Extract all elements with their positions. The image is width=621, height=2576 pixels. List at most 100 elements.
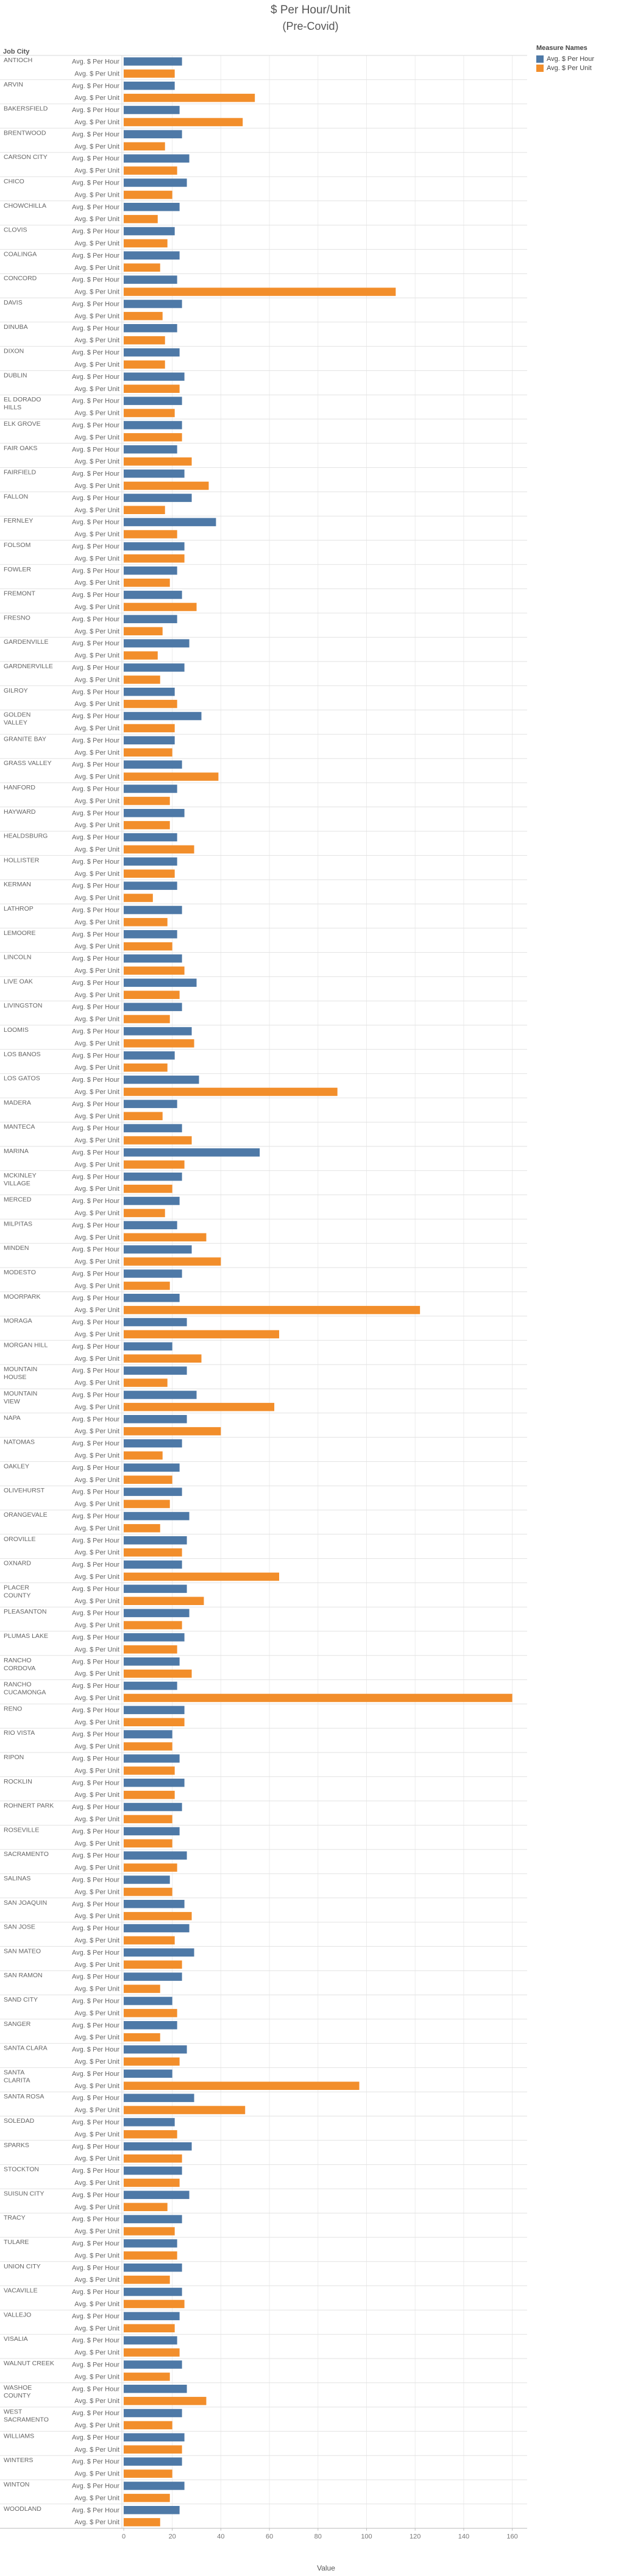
bar-per-unit[interactable] — [124, 2154, 182, 2163]
bar-per-hour[interactable] — [124, 1027, 192, 1036]
bar-per-hour[interactable] — [124, 930, 177, 939]
bar-per-hour[interactable] — [124, 542, 185, 551]
bar-per-unit[interactable] — [124, 239, 168, 248]
bar-per-unit[interactable] — [124, 651, 158, 660]
bar-per-unit[interactable] — [124, 1888, 172, 1896]
bar-per-unit[interactable] — [124, 1524, 160, 1533]
bar-per-unit[interactable] — [124, 1403, 275, 1411]
bar-per-unit[interactable] — [124, 797, 170, 805]
bar-per-hour[interactable] — [124, 785, 177, 793]
bar-per-hour[interactable] — [124, 1173, 182, 1181]
bar-per-hour[interactable] — [124, 518, 216, 526]
bar-per-hour[interactable] — [124, 130, 182, 139]
bar-per-unit[interactable] — [124, 2518, 160, 2527]
bar-per-hour[interactable] — [124, 2045, 187, 2054]
bar-per-unit[interactable] — [124, 990, 180, 1000]
bar-per-hour[interactable] — [124, 105, 180, 115]
bar-per-hour[interactable] — [124, 1391, 197, 1399]
bar-per-hour[interactable] — [124, 1051, 175, 1060]
bar-per-hour[interactable] — [124, 2021, 177, 2030]
bar-per-hour[interactable] — [124, 2336, 177, 2345]
bar-per-unit[interactable] — [124, 312, 163, 320]
bar-per-unit[interactable] — [124, 2373, 170, 2381]
bar-per-hour[interactable] — [124, 1560, 182, 1569]
bar-per-hour[interactable] — [124, 857, 177, 866]
bar-per-hour[interactable] — [124, 1948, 194, 1957]
bar-per-unit[interactable] — [124, 1330, 280, 1339]
bar-per-unit[interactable] — [124, 93, 255, 102]
bar-per-hour[interactable] — [124, 1415, 187, 1424]
bar-per-hour[interactable] — [124, 1536, 187, 1545]
bar-per-unit[interactable] — [124, 554, 185, 563]
bar-per-unit[interactable] — [124, 1766, 175, 1775]
bar-per-unit[interactable] — [124, 2421, 172, 2430]
bar-per-unit[interactable] — [124, 1209, 165, 1218]
bar-per-unit[interactable] — [124, 1960, 182, 1969]
bar-per-unit[interactable] — [124, 748, 172, 757]
bar-per-unit[interactable] — [124, 845, 194, 854]
bar-per-hour[interactable] — [124, 203, 180, 211]
bar-per-hour[interactable] — [124, 2482, 185, 2490]
bar-per-hour[interactable] — [124, 615, 177, 624]
bar-per-unit[interactable] — [124, 69, 175, 78]
bar-per-hour[interactable] — [124, 954, 182, 963]
bar-per-unit[interactable] — [124, 1839, 172, 1848]
bar-per-unit[interactable] — [124, 1669, 192, 1678]
bar-per-hour[interactable] — [124, 1633, 185, 1642]
bar-per-unit[interactable] — [124, 457, 192, 466]
bar-per-hour[interactable] — [124, 2142, 192, 2151]
bar-per-unit[interactable] — [124, 118, 243, 127]
bar-per-hour[interactable] — [124, 2457, 182, 2466]
bar-per-unit[interactable] — [124, 360, 165, 369]
bar-per-unit[interactable] — [124, 214, 158, 224]
bar-per-unit[interactable] — [124, 2178, 180, 2187]
bar-per-unit[interactable] — [124, 166, 177, 175]
bar-per-unit[interactable] — [124, 942, 172, 951]
bar-per-unit[interactable] — [124, 1572, 280, 1581]
bar-per-unit[interactable] — [124, 2299, 185, 2309]
bar-per-unit[interactable] — [124, 966, 185, 975]
bar-per-unit[interactable] — [124, 1039, 194, 1048]
bar-per-hour[interactable] — [124, 736, 175, 745]
bar-per-hour[interactable] — [124, 2069, 172, 2078]
bar-per-hour[interactable] — [124, 1487, 182, 1496]
bar-per-hour[interactable] — [124, 1318, 187, 1327]
bar-per-unit[interactable] — [124, 1718, 185, 1727]
legend-item-unit[interactable]: Avg. $ Per Unit — [536, 63, 594, 72]
bar-per-unit[interactable] — [124, 409, 175, 417]
bar-per-hour[interactable] — [124, 1294, 180, 1302]
bar-per-hour[interactable] — [124, 469, 185, 478]
bar-per-unit[interactable] — [124, 2227, 175, 2235]
bar-per-hour[interactable] — [124, 1972, 182, 1981]
bar-per-unit[interactable] — [124, 1136, 192, 1145]
bar-per-hour[interactable] — [124, 2118, 175, 2126]
bar-per-unit[interactable] — [124, 2275, 170, 2284]
bar-per-unit[interactable] — [124, 699, 177, 708]
bar-per-hour[interactable] — [124, 445, 177, 454]
bar-per-hour[interactable] — [124, 1269, 182, 1278]
bar-per-hour[interactable] — [124, 2264, 182, 2272]
bar-per-hour[interactable] — [124, 178, 187, 187]
bar-per-unit[interactable] — [124, 2469, 172, 2478]
bar-per-hour[interactable] — [124, 1779, 185, 1787]
bar-per-hour[interactable] — [124, 348, 180, 357]
bar-per-unit[interactable] — [124, 2348, 180, 2357]
bar-per-unit[interactable] — [124, 772, 219, 781]
bar-per-hour[interactable] — [124, 421, 182, 429]
bar-per-hour[interactable] — [124, 1730, 172, 1738]
bar-per-unit[interactable] — [124, 676, 160, 684]
bar-per-unit[interactable] — [124, 1790, 175, 1799]
bar-per-unit[interactable] — [124, 1500, 170, 1508]
bar-per-unit[interactable] — [124, 1621, 182, 1629]
bar-per-unit[interactable] — [124, 2396, 207, 2405]
bar-per-hour[interactable] — [124, 2312, 180, 2321]
bar-per-unit[interactable] — [124, 288, 396, 296]
bar-per-unit[interactable] — [124, 2106, 246, 2114]
bar-per-hour[interactable] — [124, 1706, 185, 1715]
bar-per-hour[interactable] — [124, 639, 190, 648]
bar-per-hour[interactable] — [124, 275, 177, 284]
bar-per-unit[interactable] — [124, 336, 165, 345]
bar-per-unit[interactable] — [124, 1548, 182, 1557]
bar-per-unit[interactable] — [124, 1354, 202, 1363]
bar-per-hour[interactable] — [124, 760, 182, 769]
